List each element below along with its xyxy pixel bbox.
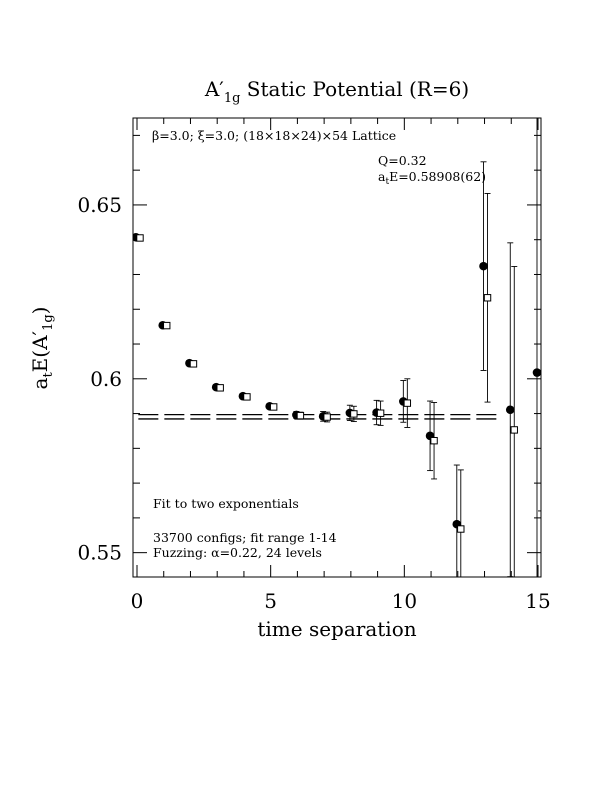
x-tick-labels: 0 5 10 15 — [131, 589, 551, 613]
lattice-annotation: β=3.0; ξ=3.0; (18×18×24)×54 Lattice — [152, 128, 396, 143]
data-point-square — [457, 525, 465, 533]
data-point-square — [483, 294, 492, 302]
data-point-square — [136, 234, 144, 242]
plot-frame — [132, 117, 542, 578]
configs-annotation: 33700 configs; fit range 1-14 — [153, 530, 337, 545]
y-tick-labels: 0.55 0.6 0.65 — [77, 193, 122, 565]
data-point-circle — [532, 368, 541, 377]
data-point-circle — [479, 261, 488, 271]
data-point-square — [538, 619, 544, 625]
data-point-square — [403, 399, 412, 407]
energy-annotation: atE=0.58908(62) — [378, 169, 486, 187]
x-tick-label: 10 — [392, 589, 417, 613]
fit-method-annotation: Fit to two exponentials — [153, 496, 299, 511]
y-tick-label: 0.6 — [90, 367, 122, 391]
x-tick-label: 0 — [131, 589, 144, 613]
data-point-square — [216, 384, 224, 392]
data-point-square — [243, 393, 251, 401]
data-point-square — [376, 409, 385, 417]
data-point-square — [430, 436, 438, 445]
data-point-square — [350, 410, 358, 418]
data-point-square — [296, 411, 305, 420]
y-axis-label: atE(A′1g) — [28, 307, 56, 390]
chart-title: A′1g Static Potential (R=6) — [204, 77, 469, 106]
x-tick-label: 5 — [264, 589, 277, 613]
data-point-square — [269, 403, 278, 411]
axis-ticks — [133, 118, 541, 577]
fuzzing-annotation: Fuzzing: α=0.22, 24 levels — [153, 545, 322, 560]
y-tick-label: 0.65 — [77, 193, 122, 217]
data-point-square — [163, 321, 171, 330]
y-tick-label: 0.55 — [77, 541, 122, 565]
data-point-square — [189, 360, 198, 368]
fit-band — [138, 413, 497, 420]
data-point-square — [323, 413, 331, 421]
q-annotation: Q=0.32 — [378, 153, 427, 168]
data-point-square — [510, 426, 518, 434]
data-point-circle — [505, 405, 515, 415]
data-points — [133, 118, 544, 625]
x-axis-label: time separation — [257, 617, 416, 641]
x-tick-label: 15 — [525, 589, 550, 613]
